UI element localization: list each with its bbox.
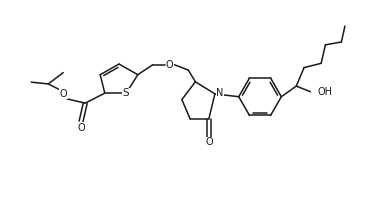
Text: O: O	[205, 137, 213, 147]
Text: O: O	[77, 123, 85, 133]
Text: O: O	[166, 60, 173, 70]
Text: O: O	[59, 88, 67, 98]
Text: N: N	[216, 88, 223, 98]
Text: S: S	[123, 88, 129, 98]
Text: OH: OH	[317, 87, 333, 98]
